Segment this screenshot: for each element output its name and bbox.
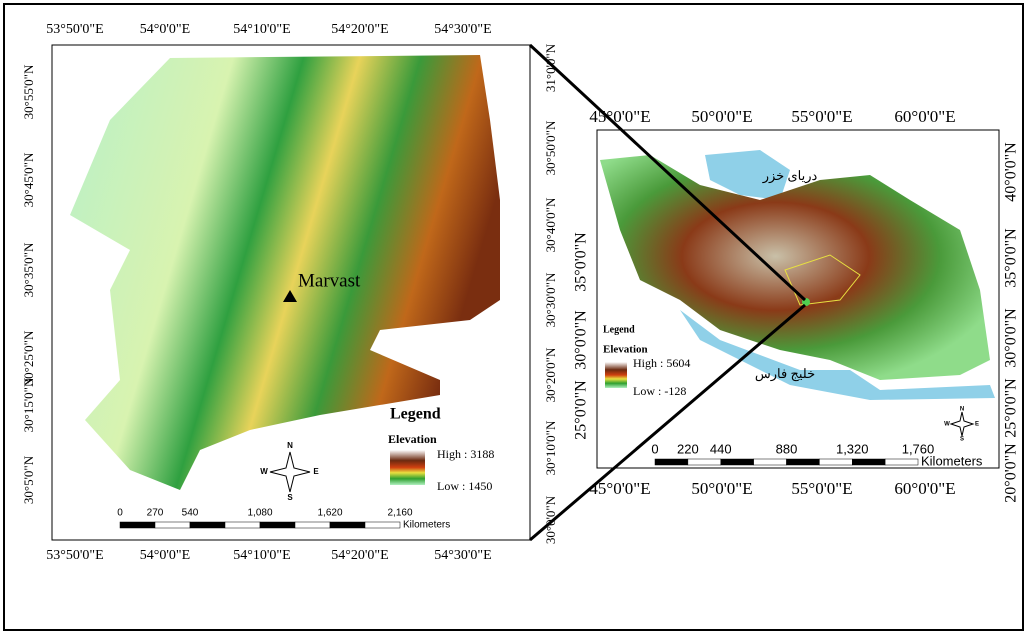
legend-subtitle: Elevation [388, 432, 437, 446]
compass-letter: S [287, 493, 293, 502]
scale-segment [190, 522, 225, 528]
scale-label: 880 [776, 441, 798, 456]
lon-label: 55°0'0"E [791, 107, 852, 126]
lon-label: 54°20'0"E [331, 548, 388, 563]
lon-label: 50°0'0"E [691, 107, 752, 126]
scale-segment [688, 459, 721, 465]
legend-high: High : 5604 [633, 356, 690, 370]
legend-title: Legend [390, 406, 441, 423]
lat-label: 30°35'0"N [21, 242, 36, 297]
scale-segment [260, 522, 295, 528]
lat-label: 40°0'0"N [1003, 142, 1020, 202]
scale-unit: Kilometers [403, 520, 450, 531]
lon-label: 54°30'0"E [434, 548, 491, 563]
lat-label: 30°0'0"N [573, 310, 590, 370]
lat-label: 30°15'0"N [21, 377, 36, 432]
place-label: Marvast [298, 270, 361, 291]
lon-label: 54°10'0"E [233, 548, 290, 563]
study-area-dem [70, 55, 500, 490]
lat-label: 30°55'0"N [21, 64, 36, 119]
lat-label: 30°30'0"N [543, 272, 558, 327]
scale-segment [155, 522, 190, 528]
compass [270, 452, 310, 492]
scale-unit: Kilometers [921, 453, 983, 468]
legend-low: Low : 1450 [437, 479, 492, 493]
scale-label: 2,160 [387, 508, 412, 519]
scale-segment [295, 522, 330, 528]
legend-subtitle: Elevation [603, 344, 648, 356]
compass-letter: W [944, 422, 950, 428]
lat-label: 31°0'0"N [543, 43, 558, 92]
legend-ramp [605, 362, 627, 388]
legend-high: High : 3188 [437, 447, 494, 461]
legend-ramp [390, 450, 425, 485]
lon-label: 45°0'0"E [589, 479, 650, 498]
scale-segment [330, 522, 365, 528]
iran-dem [600, 155, 990, 380]
scale-label: 220 [677, 441, 699, 456]
compass-letter: W [260, 467, 268, 476]
legend-low: Low : -128 [633, 384, 686, 398]
lon-label: 53°50'0"E [46, 22, 103, 37]
scale-segment [819, 459, 852, 465]
lat-label: 20°0'0"N [1003, 443, 1020, 503]
lat-label: 35°0'0"N [1003, 228, 1020, 288]
lat-label: 30°45'0"N [21, 152, 36, 207]
connector-line [530, 305, 805, 540]
sea-label: خلیج فارس [755, 366, 815, 382]
scale-label: 1,080 [247, 508, 272, 519]
scale-segment [225, 522, 260, 528]
scale-segment [754, 459, 787, 465]
lon-label: 60°0'0"E [894, 107, 955, 126]
lat-label: 25°0'0"N [573, 380, 590, 440]
scale-segment [120, 522, 155, 528]
lat-label: 30°50'0"N [543, 120, 558, 175]
lon-label: 50°0'0"E [691, 479, 752, 498]
scale-label: 440 [710, 441, 732, 456]
scale-segment [852, 459, 885, 465]
scale-label: 540 [182, 508, 199, 519]
lon-label: 45°0'0"E [589, 107, 650, 126]
scale-segment [721, 459, 754, 465]
scale-segment [885, 459, 918, 465]
scale-label: 1,620 [317, 508, 342, 519]
lat-label: 35°0'0"N [573, 232, 590, 292]
map-figure: Marvast Legend Elevation High : 3188 Low… [0, 0, 1027, 634]
lat-label: 30°25'0"N [21, 330, 36, 385]
lon-label: 54°10'0"E [233, 22, 290, 37]
compass-letter: E [313, 467, 319, 476]
scale-label: 1,320 [836, 441, 869, 456]
lat-label: 25°0'0"N [1003, 378, 1020, 438]
compass-letter: N [960, 407, 964, 413]
scale-segment [365, 522, 400, 528]
lon-label: 60°0'0"E [894, 479, 955, 498]
lat-label: 30°0'0"N [1003, 308, 1020, 368]
compass [951, 412, 973, 436]
lat-label: 30°20'0"N [543, 347, 558, 402]
lat-label: 30°5'0"N [21, 455, 36, 504]
compass-letter: E [975, 422, 979, 428]
compass-letter: S [960, 437, 964, 443]
lon-label: 55°0'0"E [791, 479, 852, 498]
scale-label: 0 [651, 441, 658, 456]
compass-letter: N [287, 441, 293, 450]
lon-label: 54°30'0"E [434, 22, 491, 37]
scale-segment [655, 459, 688, 465]
scale-label: 0 [117, 508, 123, 519]
sea-label: دریای خزر [762, 168, 818, 184]
lat-label: 30°10'0"N [543, 420, 558, 475]
lat-label: 30°0'0"N [543, 495, 558, 544]
lon-label: 53°50'0"E [46, 548, 103, 563]
lat-label: 30°40'0"N [543, 197, 558, 252]
lon-label: 54°0'0"E [140, 548, 190, 563]
legend-title: Legend [603, 324, 635, 335]
scale-segment [787, 459, 820, 465]
scale-label: 270 [147, 508, 164, 519]
lon-label: 54°20'0"E [331, 22, 388, 37]
lon-label: 54°0'0"E [140, 22, 190, 37]
